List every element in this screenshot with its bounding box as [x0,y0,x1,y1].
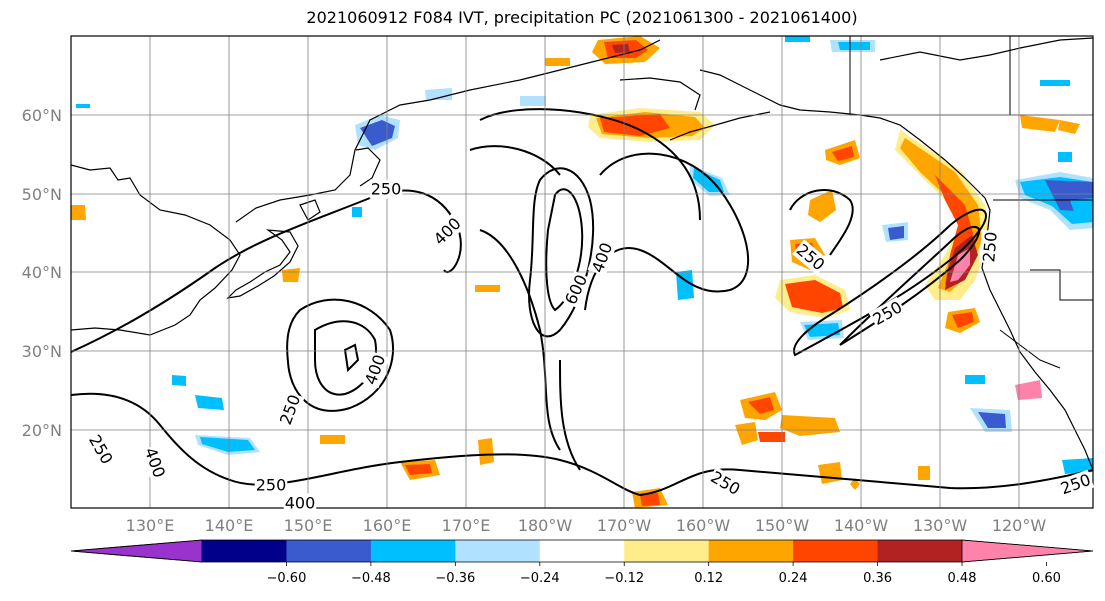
contour-label-background [792,239,830,275]
longitude-label: 150°E [284,516,333,535]
colorbar-segment [793,540,879,562]
contour-label-background [868,296,907,330]
colorbar-segment [286,540,372,562]
precip-anomaly-shading [71,36,1093,508]
longitude-label: 140°W [834,516,889,535]
longitude-label: 160°W [676,516,731,535]
longitude-labels: 130°E 140°E 150°E 160°E 170°E 180°W 170°W 160°W… [126,516,1047,535]
contour-label: 250 [256,476,287,495]
colorbar-extend-high [961,539,1094,563]
colorbar-tick-label: −0.24 [520,571,560,586]
colorbar-segment [455,540,541,562]
colorbar-segment [877,540,963,562]
colorbar-tick-label: −0.60 [267,571,307,586]
map-frame [70,35,1094,509]
longitude-label: 170°E [442,516,491,535]
contour-label-background [429,213,466,250]
contour-label-background [254,475,288,495]
contour-label: 400 [285,494,316,513]
longitude-label: 140°E [205,516,254,535]
colorbar-segment [539,540,625,562]
contour-label-background [275,391,305,429]
colorbar-tick-label: 0.36 [863,571,892,586]
longitude-label: 160°E [363,516,412,535]
contour-label-background [979,229,1001,264]
latitude-labels: 60°N 50°N 40°N 30°N 20°N [22,106,62,440]
colorbar-tick-label: −0.48 [351,571,391,586]
contour-label-background [587,239,617,277]
colorbar-tick-label: 0.12 [694,571,723,586]
map-title: 2021060912 F084 IVT, precipitation PC (2… [306,8,858,27]
colorbar-outline [70,539,1094,563]
longitude-label: 170°W [597,516,652,535]
contour-label: 250 [979,231,1001,263]
contour-label-background [283,493,317,513]
latitude-label: 20°N [22,421,62,440]
contour-label-background [360,351,390,389]
contour-label-background [560,270,592,309]
colorbar-segment [202,540,287,562]
ivt-contours [71,108,1093,497]
contour-label-background [706,466,745,500]
colorbar-tick-label: 0.48 [948,571,977,586]
colorbar-segment [624,540,710,562]
colorbar: −0.60 −0.48 −0.36 −0.24 −0.12 0.12 0.24 0.36 0.4… [70,539,1094,586]
latitude-label: 30°N [22,342,62,361]
longitude-label: 130°E [126,516,175,535]
contour-label-background [369,179,403,199]
latitude-label: 50°N [22,185,62,204]
graticule [71,36,1093,508]
contour-label: 250 [371,180,402,199]
contour-label-background [84,430,118,469]
colorbar-tick-label: −0.12 [604,571,644,586]
colorbar-segment [708,540,794,562]
longitude-label: 120°W [992,516,1047,535]
longitude-label: 150°W [755,516,810,535]
longitude-label: 130°W [913,516,968,535]
colorbar-tick-label: −0.36 [435,571,475,586]
latitude-label: 60°N [22,106,62,125]
contour-label-background [140,444,170,482]
colorbar-tick-label: 0.24 [779,571,808,586]
coastlines [71,37,1093,471]
colorbar-extend-low [70,539,203,563]
contour-label-background [1057,469,1095,499]
longitude-label: 180°W [518,516,573,535]
latitude-label: 40°N [22,263,62,282]
colorbar-tick-label: 0.60 [1032,571,1061,586]
colorbar-segment [370,540,456,562]
